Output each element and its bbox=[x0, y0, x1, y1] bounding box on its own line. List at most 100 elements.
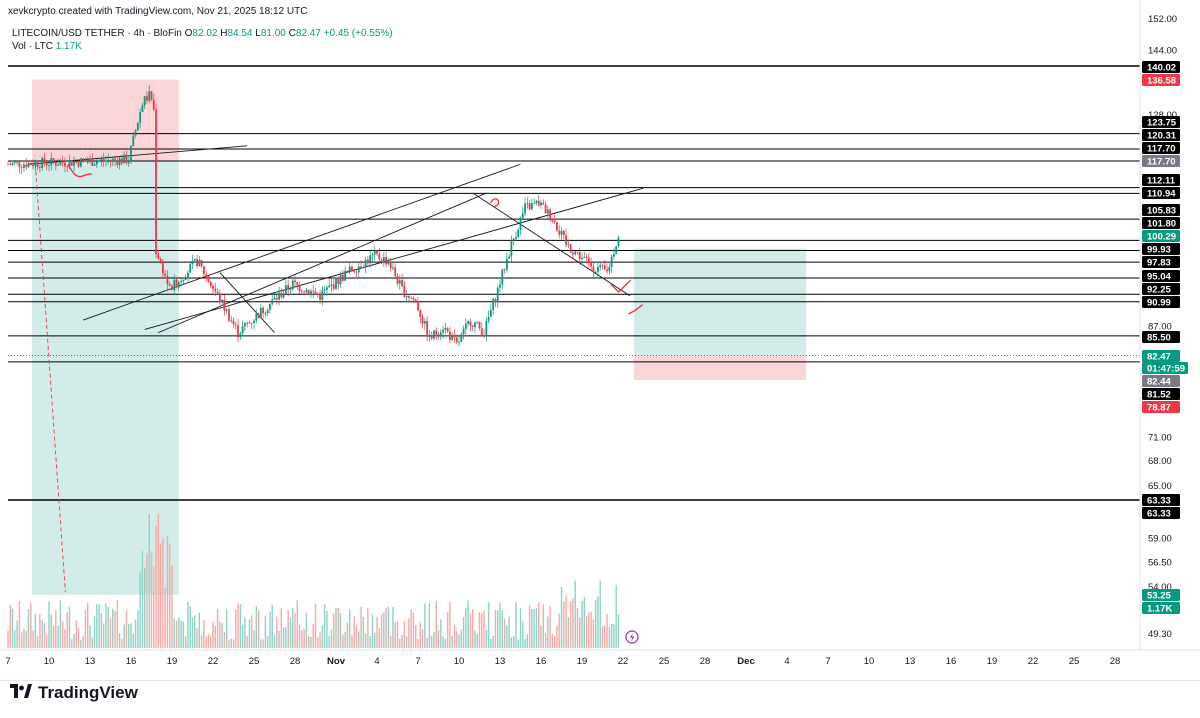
volume-bar-231 bbox=[533, 609, 535, 648]
price-badge-label-22: 63.33 bbox=[1147, 496, 1171, 507]
x-tick-label-7: 28 bbox=[290, 656, 301, 667]
volume-bar-4 bbox=[16, 620, 18, 648]
volume-bar-261 bbox=[601, 626, 604, 648]
volume-bar-132 bbox=[307, 636, 310, 648]
x-tick-label-25: 22 bbox=[1028, 656, 1039, 667]
volume-bar-31 bbox=[77, 628, 80, 648]
price-badge-label-24: 53.25 bbox=[1147, 591, 1171, 602]
volume-bar-63 bbox=[150, 551, 153, 648]
volume-bar-39 bbox=[96, 603, 98, 648]
candle-body-259 bbox=[597, 267, 599, 272]
x-tick-label-18: Dec bbox=[737, 656, 754, 667]
volume-bar-61 bbox=[146, 553, 148, 648]
candle-body-114 bbox=[266, 309, 269, 313]
volume-bar-100 bbox=[235, 609, 237, 648]
candle-body-128 bbox=[298, 284, 301, 292]
candle-body-216 bbox=[499, 284, 501, 288]
volume-bar-104 bbox=[244, 617, 246, 648]
volume-bar-54 bbox=[130, 623, 132, 648]
volume-bar-147 bbox=[342, 634, 344, 648]
candle-body-96 bbox=[225, 309, 228, 311]
candle-body-79 bbox=[187, 272, 189, 279]
price-badge-label-12: 97.83 bbox=[1147, 258, 1171, 269]
candle-body-78 bbox=[184, 278, 187, 280]
candle-body-227 bbox=[524, 203, 526, 214]
stop-loss-zone-1 bbox=[31, 79, 179, 161]
candle-body-104 bbox=[243, 323, 246, 327]
y-tick-label-2: 128.00 bbox=[1148, 110, 1177, 121]
candle-body-121 bbox=[282, 293, 285, 298]
price-badge-16 bbox=[1142, 331, 1180, 343]
trend-line-4 bbox=[219, 272, 275, 333]
volume-bar-95 bbox=[223, 631, 226, 648]
candle-body-53 bbox=[127, 161, 130, 164]
candle-body-152 bbox=[353, 271, 356, 273]
volume-bar-146 bbox=[339, 612, 342, 648]
volume-bar-174 bbox=[403, 621, 406, 648]
price-badge-8 bbox=[1142, 204, 1180, 216]
candle-body-54 bbox=[130, 146, 132, 162]
candle-body-23 bbox=[59, 161, 62, 166]
volume-bar-245 bbox=[565, 595, 567, 648]
candle-body-140 bbox=[325, 287, 328, 291]
volume-bar-102 bbox=[239, 603, 242, 648]
volume-bar-90 bbox=[212, 621, 214, 648]
volume-bar-53 bbox=[128, 624, 130, 648]
candle-body-151 bbox=[351, 266, 353, 272]
volume-bar-201 bbox=[465, 607, 467, 648]
candle-body-69 bbox=[164, 273, 167, 276]
volume-bar-139 bbox=[323, 603, 326, 648]
volume-bar-150 bbox=[348, 609, 351, 648]
volume-bar-23 bbox=[59, 600, 62, 648]
volume-bar-77 bbox=[182, 621, 185, 648]
volume-legend[interactable]: Vol · LTC 1.17K bbox=[12, 41, 82, 52]
candle-body-103 bbox=[241, 326, 244, 334]
candle-body-129 bbox=[300, 291, 303, 292]
candle-body-36 bbox=[89, 158, 91, 162]
volume-bar-34 bbox=[84, 609, 87, 648]
candle-body-95 bbox=[223, 299, 226, 311]
price-badge-15 bbox=[1142, 296, 1180, 308]
candle-body-218 bbox=[503, 269, 506, 271]
price-badge-label-16: 85.50 bbox=[1147, 333, 1171, 344]
x-tick-label-20: 7 bbox=[825, 656, 830, 667]
candle-body-34 bbox=[84, 160, 87, 162]
candle-body-77 bbox=[182, 279, 185, 281]
candle-body-178 bbox=[412, 297, 415, 300]
candle-body-83 bbox=[196, 259, 198, 266]
volume-bar-238 bbox=[549, 606, 551, 648]
candle-body-219 bbox=[505, 258, 508, 270]
volume-bar-135 bbox=[314, 603, 317, 648]
y-tick-label-4: 71.00 bbox=[1148, 432, 1172, 443]
volume-bar-10 bbox=[30, 602, 32, 648]
volume-bar-214 bbox=[494, 609, 497, 648]
volume-bar-60 bbox=[143, 568, 146, 648]
volume-bar-105 bbox=[246, 636, 248, 648]
volume-bar-93 bbox=[219, 621, 221, 648]
volume-bar-217 bbox=[501, 610, 503, 648]
symbol-legend[interactable]: LITECOIN/USD TETHER · 4h · BloFin O82.02… bbox=[12, 28, 393, 39]
low-value: 81.00 bbox=[260, 28, 286, 39]
x-tick-label-3: 16 bbox=[126, 656, 137, 667]
candle-body-97 bbox=[228, 309, 230, 321]
candle-body-217 bbox=[501, 269, 504, 285]
volume-bar-210 bbox=[485, 629, 488, 648]
volume-bar-169 bbox=[392, 607, 394, 648]
candle-body-210 bbox=[485, 320, 488, 336]
stop-loss-zone-2 bbox=[633, 355, 807, 380]
price-badge-label-11: 99.93 bbox=[1147, 245, 1171, 256]
candle-body-198 bbox=[458, 341, 460, 343]
price-chart[interactable]: 152.00 144.00 128.00 87.00 71.00 68.00 65.00 59… bbox=[0, 0, 1200, 680]
candle-body-221 bbox=[510, 241, 513, 257]
volume-bar-44 bbox=[107, 606, 109, 648]
candle-body-40 bbox=[98, 160, 101, 162]
candle-body-156 bbox=[362, 267, 365, 269]
volume-bar-165 bbox=[383, 612, 385, 648]
candle-body-5 bbox=[18, 161, 21, 168]
candle-body-175 bbox=[405, 296, 408, 298]
candle-body-148 bbox=[344, 270, 347, 281]
candle-body-50 bbox=[120, 158, 123, 164]
tradingview-logo[interactable]: TradingView bbox=[10, 683, 138, 703]
volume-bar-196 bbox=[453, 624, 456, 648]
candle-body-41 bbox=[100, 158, 103, 161]
